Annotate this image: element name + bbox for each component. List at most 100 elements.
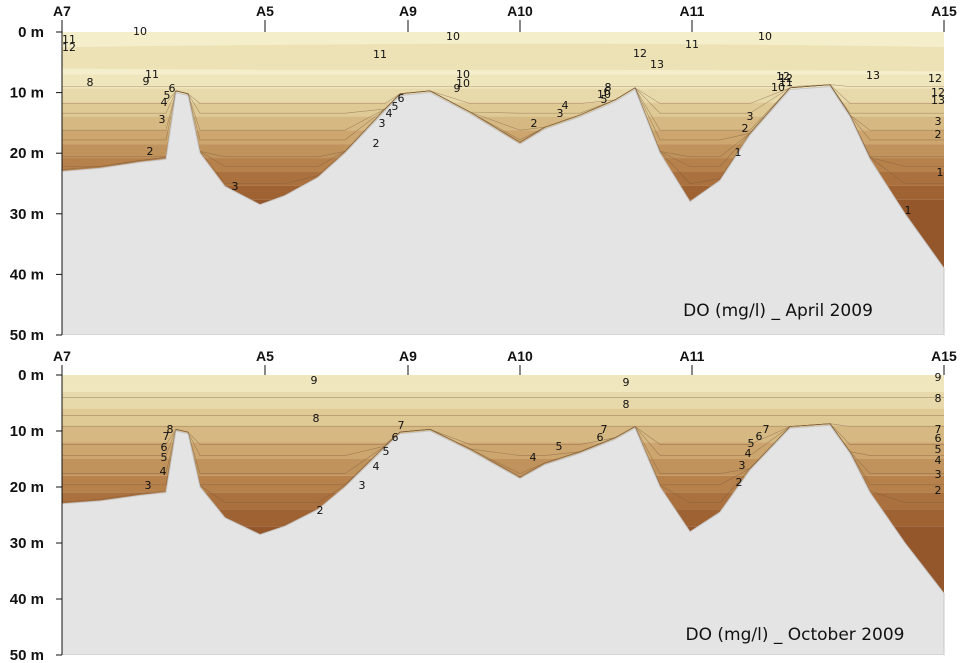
contour-label: 3 [747, 110, 754, 123]
contour-label: 6 [398, 92, 405, 105]
station-label: A7 [53, 3, 71, 19]
contour-label: 6 [756, 430, 763, 443]
contour-label: 10 [597, 88, 611, 101]
panel-title: DO (mg/l) _ October 2009 [686, 625, 905, 645]
contour-label: 10 [133, 25, 147, 38]
contour-label: 4 [373, 460, 380, 473]
contour-label: 11 [685, 38, 699, 51]
contour-label: 10 [758, 30, 772, 43]
contour-label: 13 [650, 58, 664, 71]
contour-label: 4 [745, 447, 752, 460]
contour-label: 3 [935, 115, 942, 128]
station-label: A10 [507, 348, 533, 364]
station-label: A5 [256, 348, 274, 364]
contour-label: 10 [771, 81, 785, 94]
panel-2: A7 A5 A9 A10 A11 A15 0 m 10 m 20 m 30 m 40 m 50 m 9 9… [10, 348, 957, 663]
contour-label: 9 [143, 75, 150, 88]
contour-line [61, 423, 944, 503]
contour-label: 1 [905, 204, 912, 217]
contour-label: 10 [446, 30, 460, 43]
station-label: A15 [931, 3, 957, 19]
station-label: A9 [399, 348, 417, 364]
depth-tick-label: 50 m [10, 647, 44, 663]
contour-label: 11 [373, 48, 387, 61]
contour-label: 13 [931, 94, 945, 107]
contour-label: 5 [164, 89, 171, 102]
contour-label: 11 [62, 33, 76, 46]
contour-label: 5 [601, 93, 608, 106]
contour-label: 8 [87, 76, 94, 89]
contour-label: 1 [735, 146, 742, 159]
contour-label: 3 [159, 113, 166, 126]
station-label: A11 [680, 3, 705, 19]
depth-tick-label: 0 m [18, 24, 44, 41]
contour-label: 8 [605, 81, 612, 94]
contour-line [61, 84, 944, 184]
contour-label: 3 [359, 479, 366, 492]
contour-label: 7 [935, 423, 942, 436]
water-band [62, 391, 944, 409]
contour-label: 4 [160, 465, 167, 478]
depth-tick-label: 20 m [10, 145, 44, 162]
contour-label: 2 [935, 128, 942, 141]
depth-tick-label: 0 m [18, 367, 44, 384]
contour-label: 3 [232, 180, 239, 193]
contour-label: 4 [530, 451, 537, 464]
contour-label: 12 [633, 47, 647, 60]
contour-label: 8 [313, 412, 320, 425]
contour-label: 11 [145, 68, 159, 81]
contour-label: 4 [386, 107, 393, 120]
contour-label: 8 [167, 423, 174, 436]
water-band [62, 375, 944, 392]
contour-label: 6 [161, 441, 168, 454]
contour-label: 9 [454, 82, 461, 95]
contour-label: 9 [311, 374, 318, 387]
contour-label: 9 [623, 376, 630, 389]
contour-label: 12 [931, 86, 945, 99]
contour-label: 3 [557, 107, 564, 120]
contour-label: 10 [456, 68, 470, 81]
contour-label: 4 [935, 454, 942, 467]
contour-label: 4 [562, 99, 569, 112]
contour-label: 7 [398, 419, 405, 432]
depth-tick-label: 50 m [10, 327, 44, 344]
depth-tick-label: 10 m [10, 85, 44, 102]
contour-label: 2 [147, 145, 154, 158]
seabed-area [61, 424, 945, 656]
contour-label: 2 [935, 484, 942, 497]
depth-tick-label: 30 m [10, 535, 44, 552]
contour-label: 3 [935, 468, 942, 481]
contour-label: 11 [779, 76, 793, 89]
depth-tick-label: 30 m [10, 206, 44, 223]
water-band [62, 43, 944, 72]
depth-tick-label: 40 m [10, 266, 44, 283]
contour-label: 3 [145, 479, 152, 492]
contour-label: 1 [937, 166, 944, 179]
panel-title: DO (mg/l) _ April 2009 [683, 301, 873, 321]
contour-label: 13 [866, 69, 880, 82]
station-label: A11 [680, 348, 705, 364]
water-band [62, 74, 944, 89]
contour-label: 5 [383, 445, 390, 458]
contour-label: 6 [597, 431, 604, 444]
contour-label: 12 [62, 41, 76, 54]
panel-1: A7 A5 A9 A10 A11 A15 0 m 10 m 20 m 30 m 40 m 50 m 10… [10, 3, 957, 344]
water-band [62, 425, 944, 443]
contour-label: 6 [169, 82, 176, 95]
water-band [62, 116, 944, 131]
frame-edge [62, 335, 944, 338]
water-band [62, 408, 944, 426]
contour-label: 12 [928, 72, 942, 85]
station-label: A9 [399, 3, 417, 19]
station-label: A7 [53, 348, 71, 364]
contour-label: 6 [392, 431, 399, 444]
contour-label: 3 [379, 117, 386, 130]
station-label: A5 [256, 3, 274, 19]
contour-label: 5 [748, 437, 755, 450]
station-label: A15 [931, 348, 957, 364]
contour-label: 5 [935, 443, 942, 456]
contour-label: 10 [456, 77, 470, 90]
contour-label: 12 [779, 72, 793, 85]
contour-label: 12 [776, 70, 790, 83]
